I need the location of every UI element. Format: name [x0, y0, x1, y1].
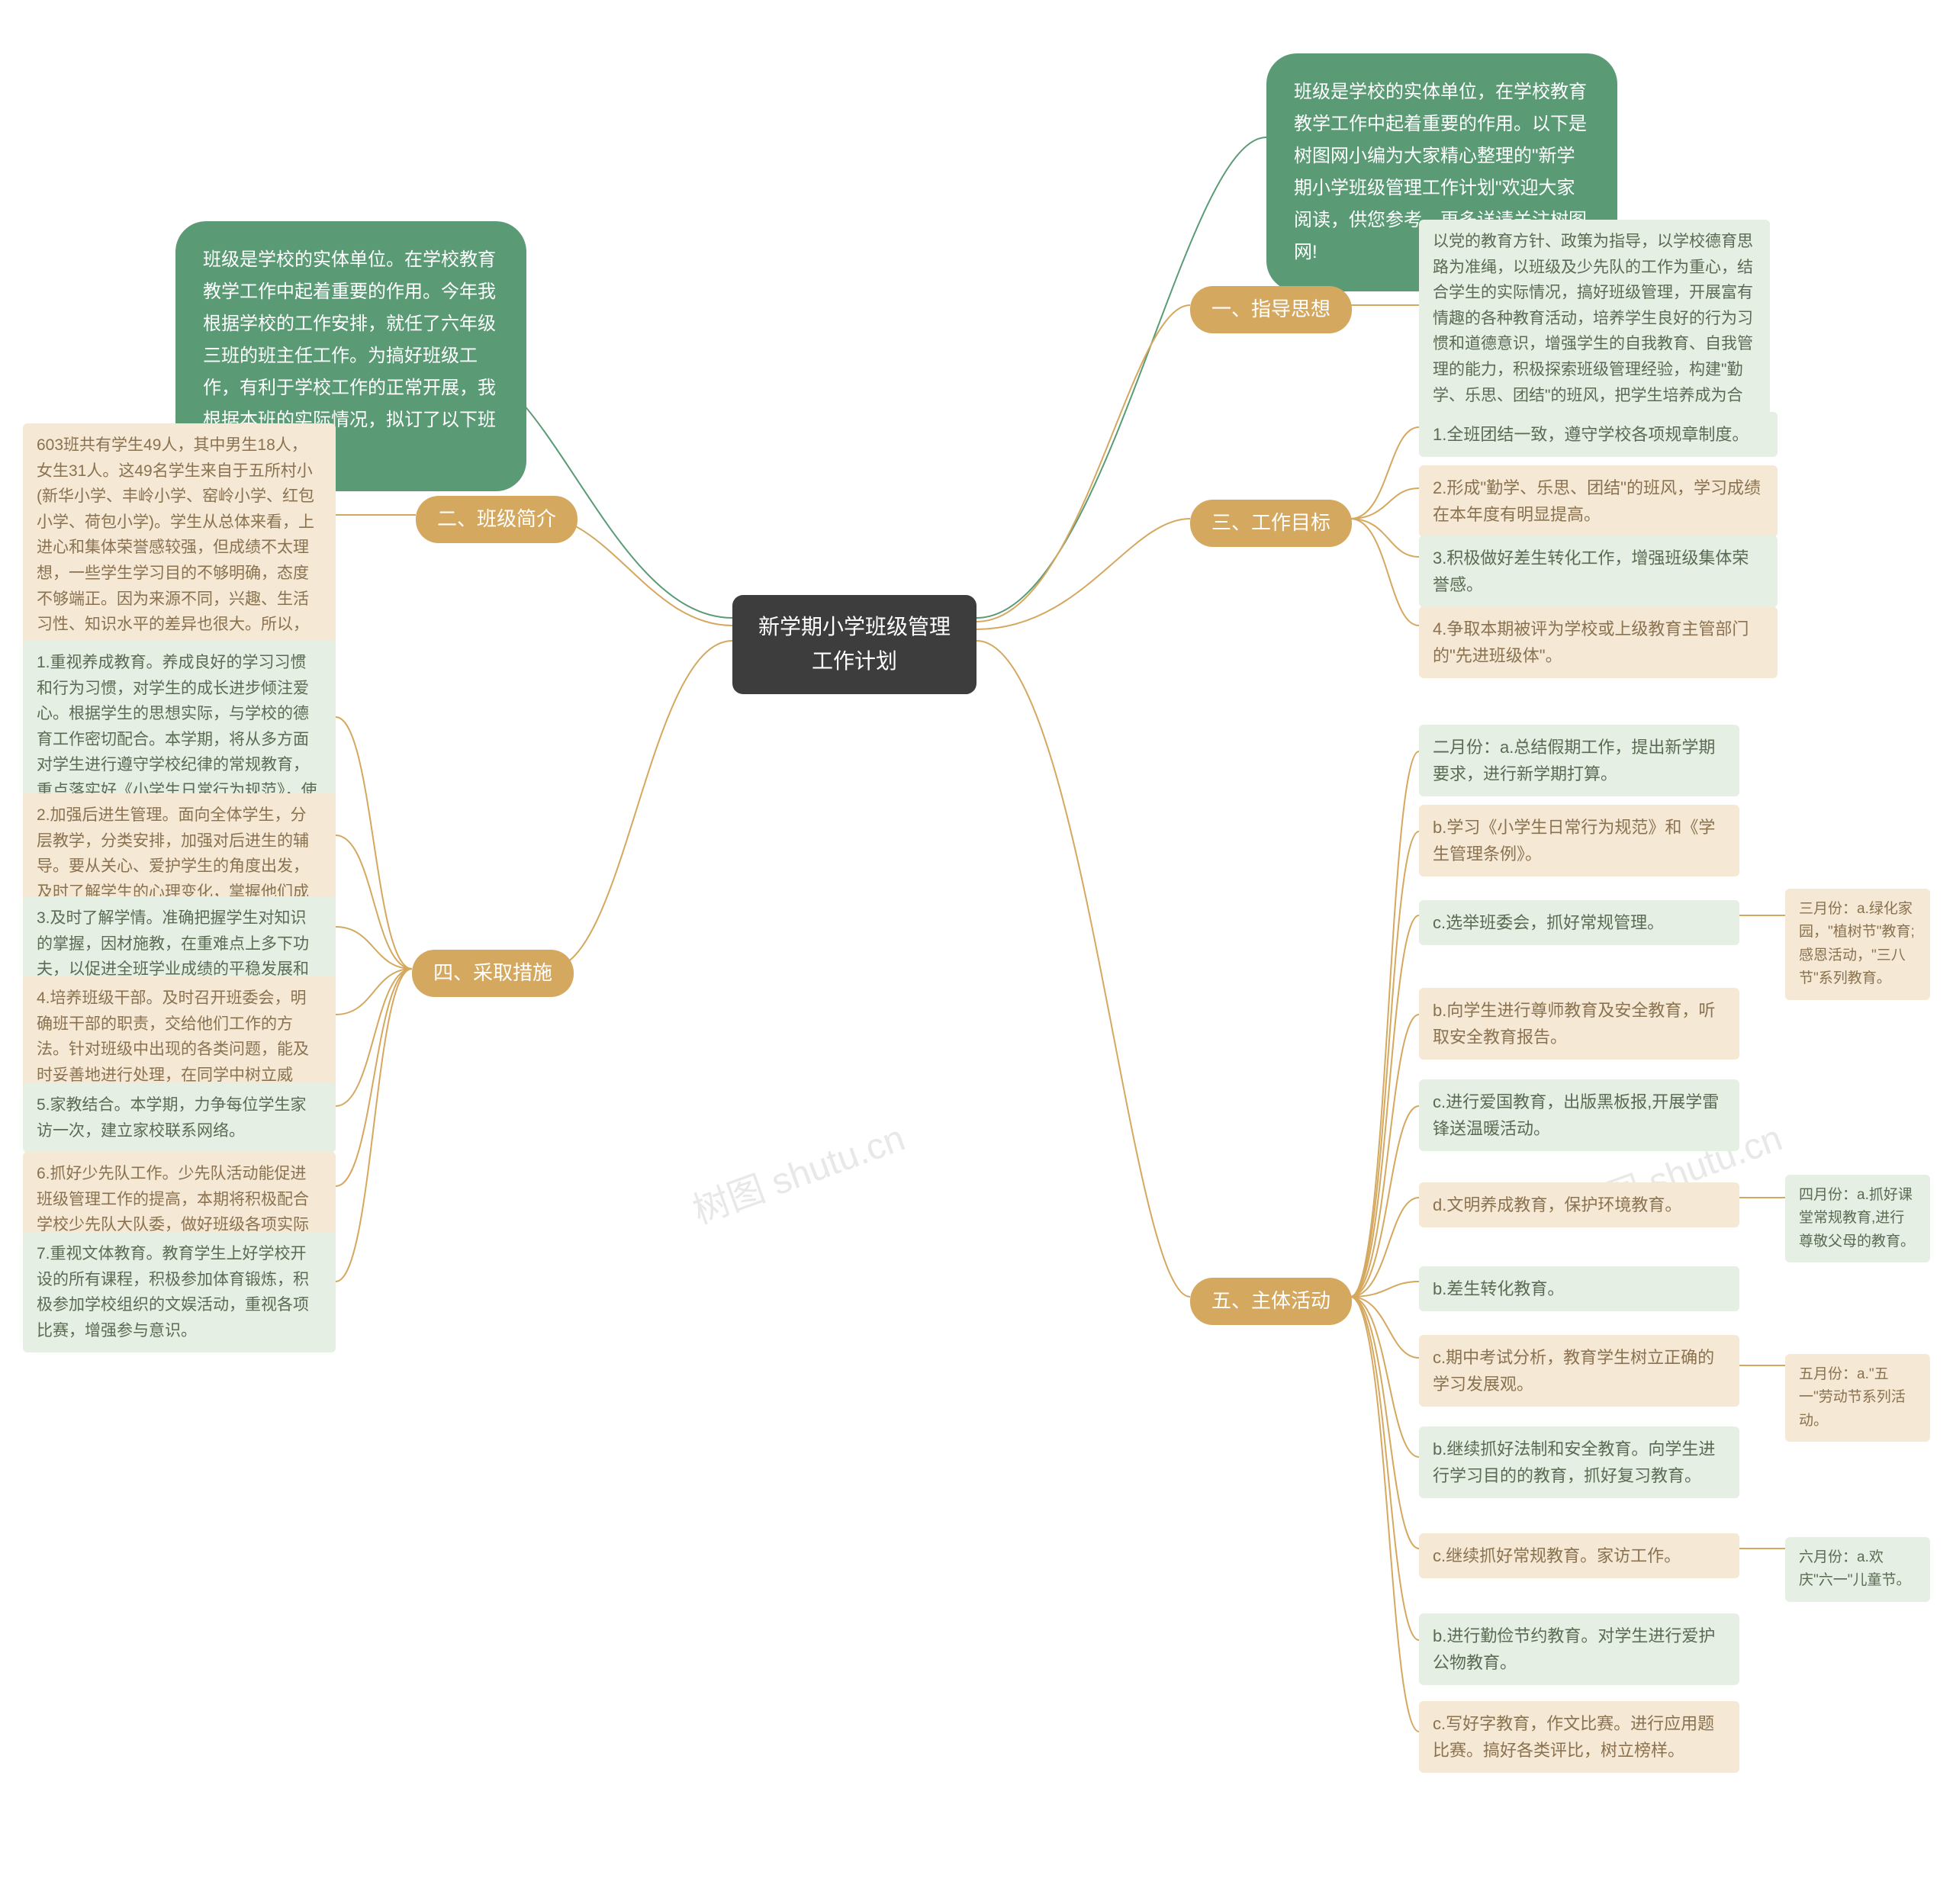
- sec3-item-2: 3.积极做好差生转化工作，增强班级集体荣誉感。: [1419, 536, 1778, 607]
- sec5-item-4: c.进行爱国教育，出版黑板报,开展学雷锋送温暖活动。: [1419, 1079, 1739, 1151]
- watermark: 树图 shutu.cn: [684, 1108, 911, 1233]
- sec5-item-0: 二月份：a.总结假期工作，提出新学期要求，进行新学期打算。: [1419, 725, 1739, 796]
- sec5-item-7-sub: 五月份：a."五一"劳动节系列活动。: [1785, 1354, 1930, 1442]
- sec4-item-4: 5.家教结合。本学期，力争每位学生家访一次，建立家校联系网络。: [23, 1083, 336, 1153]
- sec5-item-7: c.期中考试分析，教育学生树立正确的学习发展观。: [1419, 1335, 1739, 1407]
- sec5-item-2: c.选举班委会，抓好常规管理。: [1419, 900, 1739, 945]
- sec1-title: 一、指导思想: [1190, 286, 1352, 333]
- sec5-item-10: b.进行勤俭节约教育。对学生进行爱护公物教育。: [1419, 1613, 1739, 1685]
- sec4-title: 四、采取措施: [412, 950, 574, 997]
- sec5-item-3: b.向学生进行尊师教育及安全教育，听取安全教育报告。: [1419, 988, 1739, 1060]
- sec5-title: 五、主体活动: [1190, 1278, 1352, 1325]
- center-title: 新学期小学班级管理工作计划: [732, 595, 976, 694]
- sec3-item-0: 1.全班团结一致，遵守学校各项规章制度。: [1419, 412, 1778, 457]
- sec5-item-6: b.差生转化教育。: [1419, 1266, 1739, 1311]
- sec5-item-9: c.继续抓好常规教育。家访工作。: [1419, 1533, 1739, 1578]
- sec3-title: 三、工作目标: [1190, 500, 1352, 547]
- sec5-item-11: c.写好字教育，作文比赛。进行应用题比赛。搞好各类评比，树立榜样。: [1419, 1701, 1739, 1773]
- sec3-item-3: 4.争取本期被评为学校或上级教育主管部门的"先进班级体"。: [1419, 606, 1778, 678]
- sec4-item-6: 7.重视文体教育。教育学生上好学校开设的所有课程，积极参加体育锻炼，积极参加学校…: [23, 1232, 336, 1352]
- sec5-item-5: d.文明养成教育，保护环境教育。: [1419, 1182, 1739, 1227]
- sec5-item-2-sub: 三月份：a.绿化家园，"植树节"教育;感恩活动，"三八节"系列教育。: [1785, 889, 1930, 1000]
- sec5-item-8: b.继续抓好法制和安全教育。向学生进行学习目的的教育，抓好复习教育。: [1419, 1426, 1739, 1498]
- sec5-item-1: b.学习《小学生日常行为规范》和《学生管理条例》。: [1419, 805, 1739, 876]
- sec3-item-1: 2.形成"勤学、乐思、团结"的班风，学习成绩在本年度有明显提高。: [1419, 465, 1778, 537]
- sec1-body: 以党的教育方针、政策为指导，以学校德育思路为准绳，以班级及少先队的工作为重心，结…: [1419, 220, 1770, 443]
- sec5-item-5-sub: 四月份：a.抓好课堂常规教育,进行尊敬父母的教育。: [1785, 1175, 1930, 1262]
- sec2-title: 二、班级简介: [416, 496, 578, 543]
- sec5-item-9-sub: 六月份：a.欢庆"六一"儿童节。: [1785, 1537, 1930, 1602]
